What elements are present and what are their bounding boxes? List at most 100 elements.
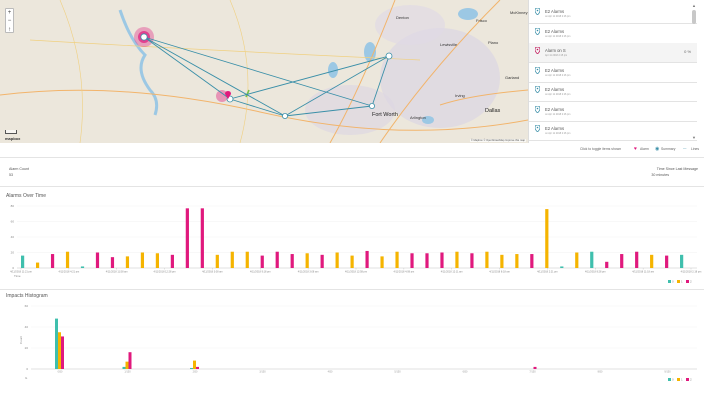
scrollbar-thumb[interactable] [692,10,696,24]
alarm-list-item[interactable]: E2 Alarms on Apr 11 2018 2:16 pm [529,4,697,24]
zoom-in-button[interactable]: + [7,10,12,16]
alarm-bar[interactable] [230,251,234,268]
alarm-bar[interactable] [605,261,609,268]
alarm-pin-icon: ♥ [634,146,637,152]
alarm-bar[interactable] [635,251,639,268]
alarm-bar[interactable] [380,256,384,268]
legend-summary[interactable]: Summary [661,147,676,151]
alarm-bar[interactable] [260,255,264,268]
legend-label[interactable]: 1 [681,378,683,382]
alarm-bar[interactable] [35,262,40,268]
alarm-bar[interactable] [215,254,219,268]
alarm-list-item[interactable]: E2 Alarms on Apr 11 2018 2:16 pm [529,121,697,141]
alarm-list-scrollbar[interactable]: ▲ ▼ [691,3,697,140]
alarm-bar[interactable] [650,254,654,268]
alarm-list-item[interactable]: Alarm on S Apr 11 2018 2:15 pm 0 % [529,43,697,63]
alarm-bar[interactable] [425,253,429,268]
alarm-bar[interactable] [620,254,624,268]
histogram-bar[interactable] [128,352,132,369]
compass-button[interactable]: ↑ [8,26,11,33]
legend-label[interactable]: 1 [681,280,683,284]
alarm-count-number: 0 [684,49,687,54]
x-tick-label: 4/11/2018 8:18 am [489,271,510,274]
histogram-bar[interactable] [190,367,193,369]
legend-swatch[interactable] [677,378,680,381]
legend-swatch[interactable] [677,280,680,283]
alarm-bar[interactable] [395,251,399,268]
histogram-bar[interactable] [193,360,196,369]
histogram-bar[interactable] [122,366,126,369]
alarm-bar[interactable] [500,254,504,268]
alarm-bar[interactable] [185,208,189,268]
histogram-bar[interactable] [58,332,61,369]
scroll-down-icon[interactable]: ▼ [692,135,696,140]
histogram-bar[interactable] [61,336,64,369]
alarm-bar[interactable] [50,254,55,268]
alarm-bar[interactable] [125,256,130,268]
alarm-bar[interactable] [665,255,669,268]
alarm-bar[interactable] [410,253,414,268]
scroll-up-icon[interactable]: ▲ [692,3,696,8]
legend-label[interactable]: 2 [690,280,692,284]
legend-lines[interactable]: Lines [691,147,700,151]
legend-swatch[interactable] [686,378,689,381]
x-tick-label: 6/50 [463,371,468,374]
alarm-bar[interactable] [245,251,249,268]
highway [329,0,396,143]
alarm-bar[interactable] [335,252,339,269]
alarm-bar[interactable] [530,254,534,268]
legend-label[interactable]: 0 [672,378,674,382]
road [29,39,421,61]
alarm-bar[interactable] [290,254,294,268]
map-canvas[interactable] [0,0,528,143]
legend-swatch[interactable] [668,378,671,381]
urban-area [305,85,395,135]
legend-label[interactable]: 0 [672,280,674,284]
alarm-bar[interactable] [455,251,459,268]
legend-alarm[interactable]: Alarm [640,147,649,151]
map-pin-icon [535,66,540,74]
alarm-bar[interactable] [545,209,549,268]
alarm-bar[interactable] [21,255,25,268]
legend-label[interactable]: 2 [690,378,692,382]
alarm-heat [216,90,228,102]
alarm-bar[interactable] [140,252,145,269]
alarm-bar[interactable] [305,253,309,268]
alarm-bar[interactable] [515,254,519,268]
alarm-bar[interactable] [680,254,684,268]
alarm-bar[interactable] [350,255,354,268]
alarm-bar[interactable] [440,252,444,269]
alarm-bar[interactable] [320,254,324,268]
alarm-bar[interactable] [560,266,564,268]
map-attribution[interactable]: © Mapbox © OpenStreetMap Improve this ma… [469,139,526,142]
alarm-bar[interactable] [200,208,204,268]
alarm-bar[interactable] [365,250,369,268]
alarm-bar[interactable] [65,251,70,268]
legend-swatch[interactable] [668,280,671,283]
histogram-bar[interactable] [125,361,129,369]
alarm-bar[interactable] [485,251,489,268]
mapbox-logo[interactable]: mapbox [5,136,21,141]
alarm-list-item[interactable]: E2 Alarms on Apr 11 2018 2:16 pm [529,82,697,102]
alarm-bar[interactable] [275,251,279,268]
alarm-list-item[interactable]: E2 Alarms on Apr 11 2018 2:16 pm [529,63,697,83]
zoom-out-button[interactable]: − [7,18,12,25]
alarm-list-item[interactable]: E2 Alarms on Apr 11 2018 2:16 pm [529,102,697,122]
histogram-bar[interactable] [196,366,199,369]
alarm-bar[interactable] [575,252,579,269]
legend-swatch[interactable] [686,280,689,283]
alarm-bar[interactable] [170,254,174,268]
alarm-list-item[interactable]: E2 Alarms on Apr 11 2018 2:16 pm [529,24,697,44]
histogram-bar[interactable] [533,366,537,369]
histogram-bar[interactable] [55,318,58,369]
map-view[interactable]: Dallas Fort Worth Garland Arlington Irvi… [0,0,528,143]
alarm-bar[interactable] [155,253,159,268]
alarm-bar[interactable] [590,251,594,268]
alarm-bar[interactable] [470,253,474,268]
alarm-bar[interactable] [80,266,85,268]
alarm-bar[interactable] [110,257,115,268]
alarm-bar[interactable] [95,252,100,269]
divider [0,289,704,290]
